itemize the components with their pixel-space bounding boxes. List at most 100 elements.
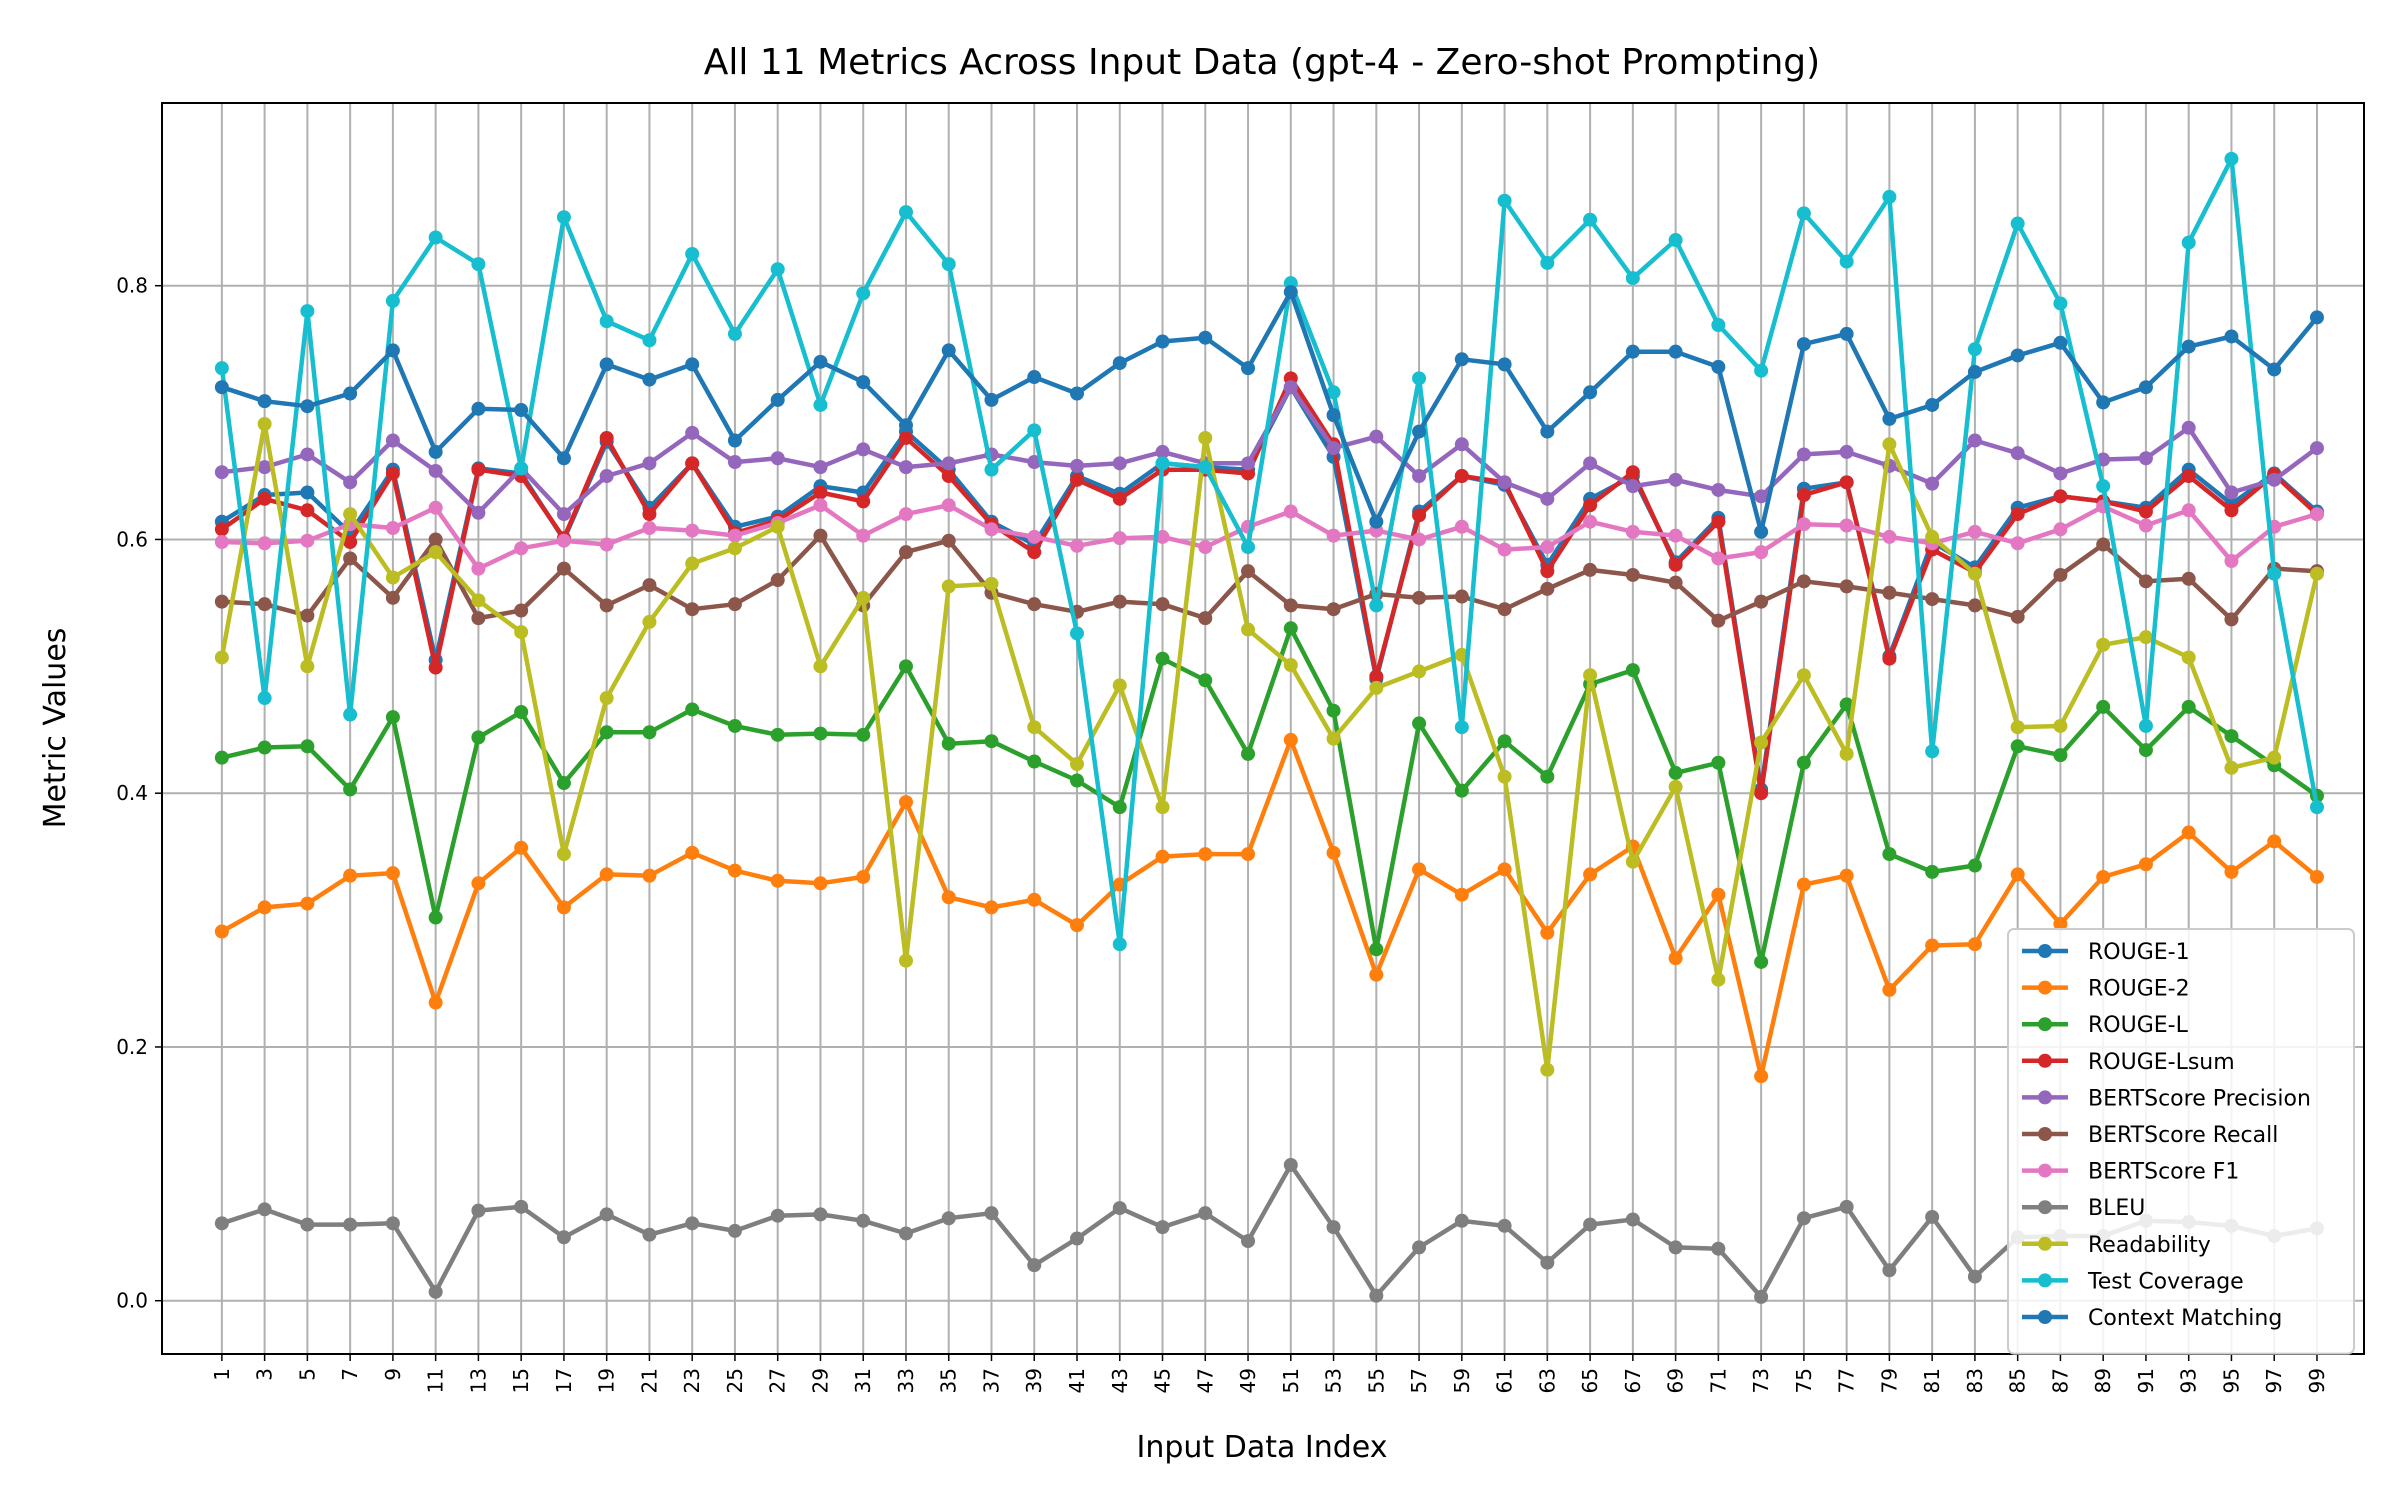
series-rouge-2 — [214, 732, 2324, 1084]
data-point — [300, 304, 315, 319]
x-tick-label: 7 — [338, 1368, 362, 1381]
data-point — [685, 246, 700, 261]
data-point — [685, 1216, 700, 1231]
data-point — [214, 465, 229, 480]
data-point — [2309, 800, 2324, 815]
data-point — [1027, 720, 1042, 735]
legend-item-test-coverage: Test Coverage — [2022, 1269, 2244, 1294]
data-point — [1326, 385, 1341, 400]
data-point — [813, 354, 828, 369]
data-point — [1839, 868, 1854, 883]
x-tick-label: 67 — [1621, 1368, 1645, 1393]
data-point — [428, 545, 443, 560]
data-point — [1198, 540, 1213, 555]
data-point — [770, 873, 785, 888]
data-point — [2224, 151, 2239, 166]
data-point — [1283, 285, 1298, 300]
data-point — [1412, 469, 1427, 484]
legend-label: Readability — [2088, 1233, 2211, 1258]
data-point — [984, 462, 999, 477]
data-point — [471, 876, 486, 891]
x-tick-label: 35 — [937, 1368, 961, 1393]
data-point — [642, 578, 657, 593]
data-point — [1882, 847, 1897, 862]
data-point — [1754, 524, 1769, 539]
data-point — [1925, 1209, 1940, 1224]
x-tick-label: 87 — [2048, 1368, 2072, 1393]
data-point — [556, 507, 571, 522]
y-tick-label: 0.4 — [116, 781, 148, 805]
data-point — [1412, 862, 1427, 877]
data-point — [1070, 757, 1085, 772]
data-point — [599, 430, 614, 445]
legend-item-bertscore-f1: BERTScore F1 — [2022, 1160, 2239, 1185]
data-point — [1412, 1240, 1427, 1255]
data-point — [1369, 942, 1384, 957]
data-point — [2010, 507, 2025, 522]
data-point — [1668, 344, 1683, 359]
x-tick-label: 19 — [595, 1368, 619, 1393]
data-point — [599, 469, 614, 484]
data-point — [1796, 574, 1811, 589]
data-point — [2309, 566, 2324, 581]
legend-swatch-marker — [2038, 1127, 2052, 1141]
data-point — [642, 1227, 657, 1242]
data-point — [1112, 800, 1127, 815]
data-point — [1155, 800, 1170, 815]
data-point — [1369, 514, 1384, 529]
data-point — [2181, 420, 2196, 435]
data-point — [685, 602, 700, 617]
data-point — [941, 1211, 956, 1226]
data-point — [1625, 465, 1640, 480]
data-point — [898, 507, 913, 522]
data-point — [1412, 716, 1427, 731]
data-point — [214, 650, 229, 665]
data-point — [1668, 557, 1683, 572]
data-point — [257, 740, 272, 755]
data-point — [1454, 589, 1469, 604]
data-point — [1198, 330, 1213, 345]
data-point — [1583, 212, 1598, 227]
data-point — [385, 710, 400, 725]
data-point — [1070, 918, 1085, 933]
data-point — [1198, 847, 1213, 862]
data-point — [941, 736, 956, 751]
data-point — [2224, 612, 2239, 627]
data-point — [727, 718, 742, 733]
legend-item-rouge-1: ROUGE-1 — [2022, 940, 2190, 965]
x-tick-label: 15 — [509, 1368, 533, 1393]
x-tick-label: 11 — [424, 1368, 448, 1393]
data-point — [2267, 472, 2282, 487]
data-point — [1540, 424, 1555, 439]
data-point — [1155, 849, 1170, 864]
legend-swatch-marker — [2038, 1053, 2052, 1068]
data-point — [727, 541, 742, 556]
legend-label: BLEU — [2088, 1196, 2145, 1221]
data-point — [2010, 609, 2025, 624]
data-point — [2053, 748, 2068, 763]
data-point — [642, 868, 657, 883]
data-point — [1967, 364, 1982, 379]
data-point — [300, 608, 315, 623]
data-point — [1412, 424, 1427, 439]
legend-label: BERTScore F1 — [2088, 1160, 2239, 1185]
data-point — [385, 866, 400, 881]
data-point — [1412, 371, 1427, 386]
data-point — [1925, 592, 1940, 607]
data-point — [2010, 348, 2025, 363]
x-axis: 1 3 5 7 9 11 13 15 17 19 21 23 25 27 29 31 33 35 37 39 41 43 4… — [210, 1354, 2329, 1393]
data-point — [257, 491, 272, 506]
data-point — [898, 430, 913, 445]
data-point — [642, 507, 657, 522]
x-tick-label: 65 — [1578, 1368, 1602, 1393]
data-point — [1283, 1157, 1298, 1172]
x-tick-label: 39 — [1022, 1368, 1046, 1393]
data-point — [856, 494, 871, 509]
data-point — [2053, 466, 2068, 481]
x-tick-label: 99 — [2305, 1368, 2329, 1393]
data-point — [1711, 972, 1726, 987]
legend-item-bertscore-recall: BERTScore Recall — [2022, 1123, 2278, 1148]
data-point — [1882, 189, 1897, 204]
data-point — [385, 590, 400, 605]
